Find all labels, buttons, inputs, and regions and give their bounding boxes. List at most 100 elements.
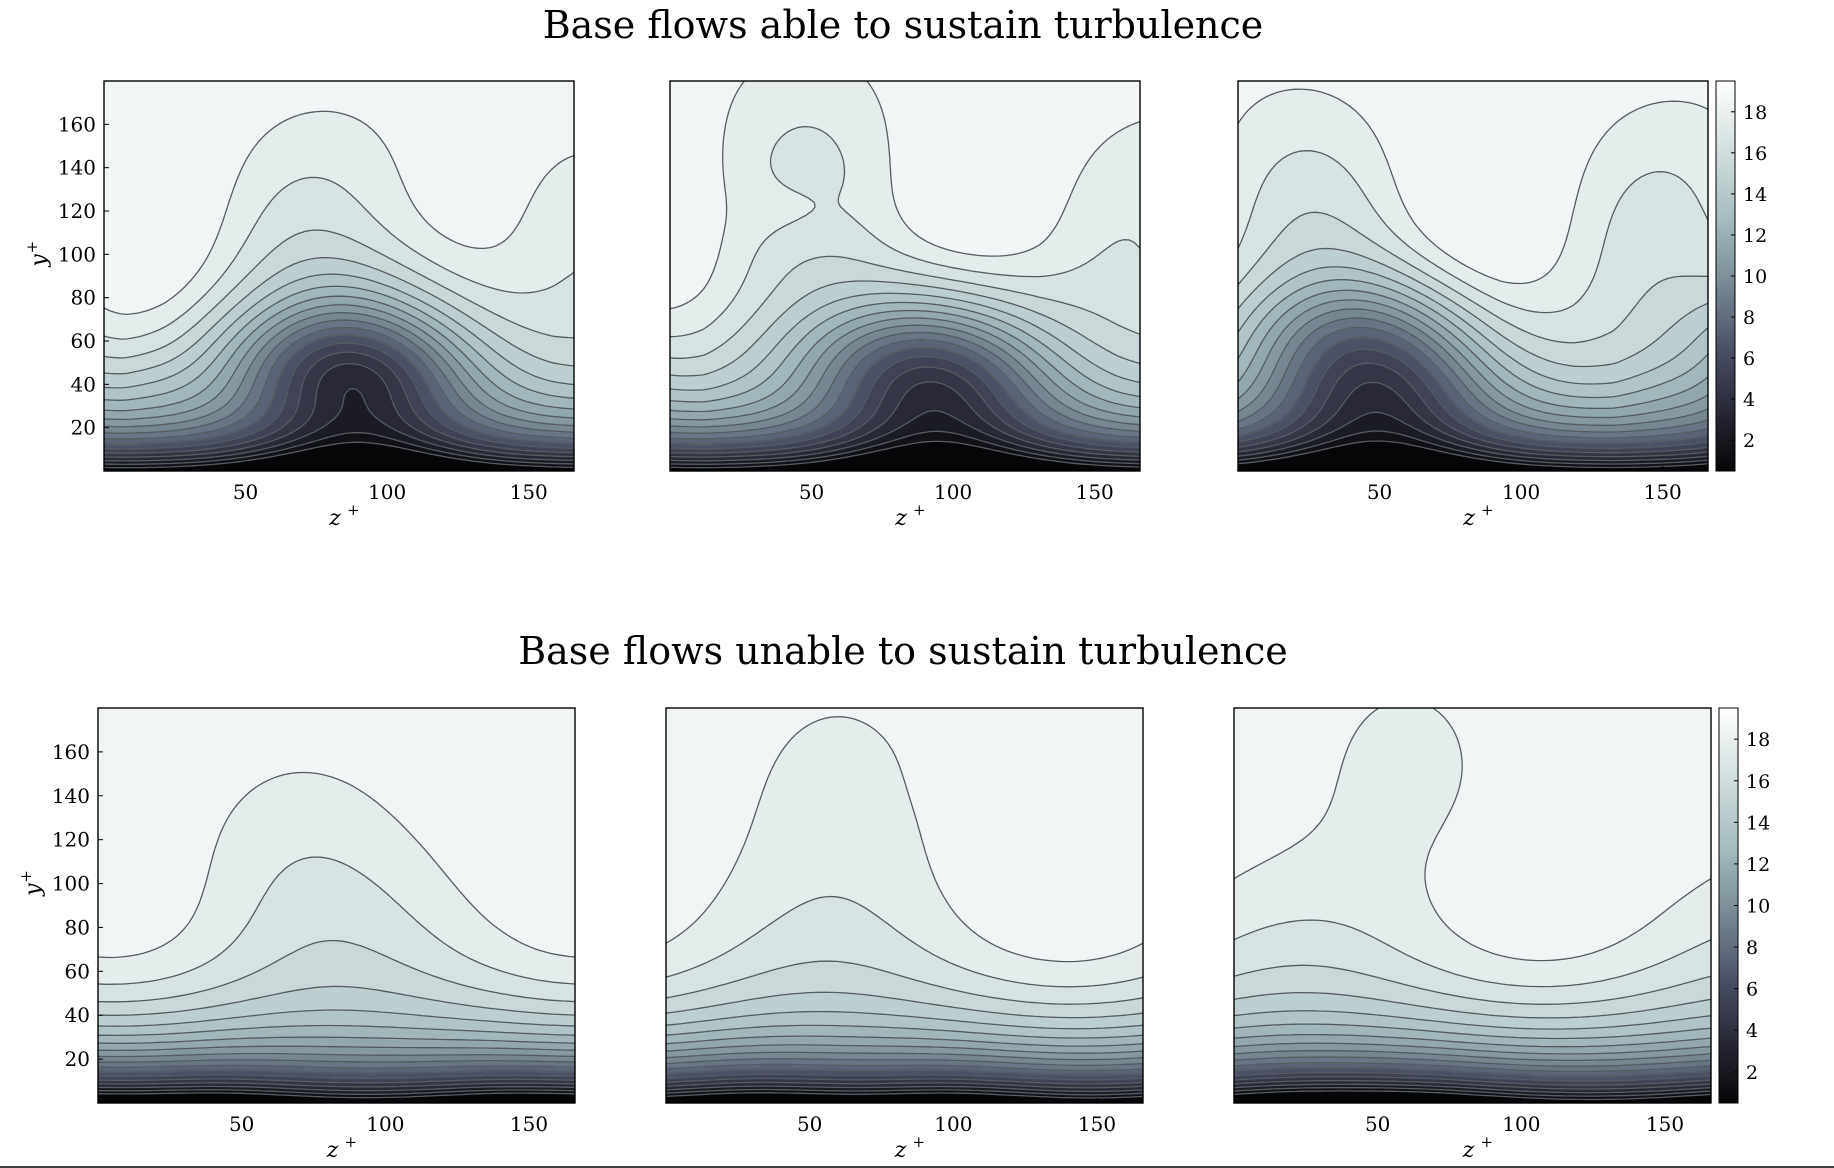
contour-level-11 <box>97 1045 576 1052</box>
contour-lines <box>669 80 1141 469</box>
contour-level-15 <box>1233 991 1712 1019</box>
y-tick-label: 120 <box>52 828 90 852</box>
colorbar-tick-label: 4 <box>1746 1020 1758 1042</box>
y-tick-label: 100 <box>58 242 96 266</box>
x-tick-label: 150 <box>510 480 548 504</box>
contour-lines <box>1233 707 1712 1101</box>
x-tick-label: 50 <box>799 480 824 504</box>
contour-level-5 <box>1237 362 1709 454</box>
contour-level-3 <box>669 409 1141 462</box>
contour-level-11 <box>665 1044 1144 1054</box>
contour-level-4 <box>1237 381 1709 458</box>
contour-lines <box>665 716 1144 1099</box>
y-tick-label: 140 <box>52 784 90 808</box>
contour-level-16 <box>97 939 576 1003</box>
contour-level-2 <box>1237 430 1709 465</box>
contour-level-2 <box>669 430 1141 465</box>
contour-level-8 <box>103 326 575 440</box>
colorbar-tick-label: 2 <box>1746 1062 1758 1084</box>
contour-level-16 <box>1233 964 1712 1005</box>
colorbar-tick-label: 18 <box>1743 102 1767 124</box>
x-tick-label: 100 <box>1502 1112 1540 1136</box>
y-tick-label: 140 <box>58 156 96 180</box>
contour-level-7 <box>665 1068 1144 1077</box>
contour-level-13 <box>665 1024 1144 1039</box>
x-axis-label-sup: + <box>913 1133 926 1151</box>
x-tick-label: 50 <box>1367 480 1392 504</box>
contour-level-14 <box>103 273 575 389</box>
y-tick-label: 160 <box>52 740 90 764</box>
contour-level-17 <box>1237 150 1709 314</box>
contour-level-18 <box>665 716 1144 963</box>
x-axis-label-sup: + <box>1481 501 1494 519</box>
contour-level-14 <box>1233 1010 1712 1030</box>
contour-level-6 <box>103 342 575 450</box>
contour-level-3 <box>1237 411 1709 462</box>
contour-level-10 <box>665 1051 1144 1061</box>
contour-level-12 <box>1237 289 1709 410</box>
contour-level-4 <box>97 1082 575 1088</box>
contour-level-1 <box>665 1092 1144 1099</box>
panel-r1-c2: 50 100 150 z + <box>669 80 1141 531</box>
contour-level-2 <box>103 431 575 466</box>
x-axis-label-sup: + <box>913 501 926 519</box>
contour-fill <box>104 81 574 471</box>
contour-level-2 <box>665 1088 1144 1096</box>
contour-level-15 <box>665 991 1144 1019</box>
contour-level-3 <box>97 1085 575 1092</box>
contour-level-7 <box>1237 337 1709 445</box>
colorbar-tick-label: 18 <box>1746 729 1770 751</box>
colorbar-2: 2 4 6 8 10 12 14 16 18 <box>1718 707 1770 1104</box>
colorbar-tick-label: 4 <box>1743 389 1755 411</box>
contour-level-8 <box>1233 1062 1712 1073</box>
axes-frame <box>669 80 1141 472</box>
contour-level-12 <box>1233 1033 1712 1048</box>
contour-level-9 <box>1237 317 1709 433</box>
y-axis-label-group: y+ <box>17 870 46 897</box>
contour-level-4 <box>669 381 1141 458</box>
y-tick-label: 120 <box>58 199 96 223</box>
contour-level-15 <box>97 985 576 1016</box>
colorbar-tick-label: 16 <box>1743 143 1767 165</box>
contour-level-3 <box>103 388 575 462</box>
colorbar-tick-label: 12 <box>1746 854 1770 876</box>
contour-level-10 <box>97 1052 576 1058</box>
y-axis-label-group: y+ <box>23 241 52 268</box>
contour-level-2 <box>97 1089 575 1095</box>
x-tick-label: 50 <box>1365 1112 1390 1136</box>
colorbar-tick-label: 16 <box>1746 771 1770 793</box>
contour-level-12 <box>98 1036 576 1044</box>
axes-frame <box>1237 80 1709 472</box>
contour-level-7 <box>97 1069 576 1074</box>
contour-level-13 <box>669 301 1141 403</box>
x-tick-label: 50 <box>797 1112 822 1136</box>
contour-level-18 <box>103 110 575 316</box>
contour-fill <box>666 708 1143 1103</box>
contour-level-7 <box>103 334 575 445</box>
contour-level-13 <box>1233 1023 1712 1040</box>
contour-level-9 <box>665 1058 1144 1066</box>
axes-frame <box>97 707 576 1104</box>
contour-level-17 <box>665 895 1144 988</box>
contour-level-6 <box>97 1074 576 1079</box>
contour-level-16 <box>665 960 1144 1005</box>
contour-lines <box>103 110 575 469</box>
contour-level-8 <box>669 339 1141 440</box>
colorbars: 2 4 6 8 10 12 14 16 18 2 4 6 8 10 12 14 16 18 <box>1715 80 1770 1104</box>
y-axis-label: y <box>27 254 52 268</box>
x-axis-label: z <box>1462 1138 1475 1163</box>
contour-level-13 <box>1237 279 1709 399</box>
x-axis-label-sup: + <box>1481 1133 1494 1151</box>
x-tick-label: 100 <box>366 1112 404 1136</box>
contour-level-15 <box>669 280 1141 377</box>
contour-fill <box>1238 81 1708 471</box>
x-tick-label: 150 <box>510 1112 548 1136</box>
x-tick-label: 150 <box>1076 480 1114 504</box>
contour-level-8 <box>665 1063 1144 1072</box>
contour-level-4 <box>1233 1079 1712 1090</box>
contour-level-12 <box>665 1035 1144 1047</box>
contour-level-5 <box>103 351 575 454</box>
